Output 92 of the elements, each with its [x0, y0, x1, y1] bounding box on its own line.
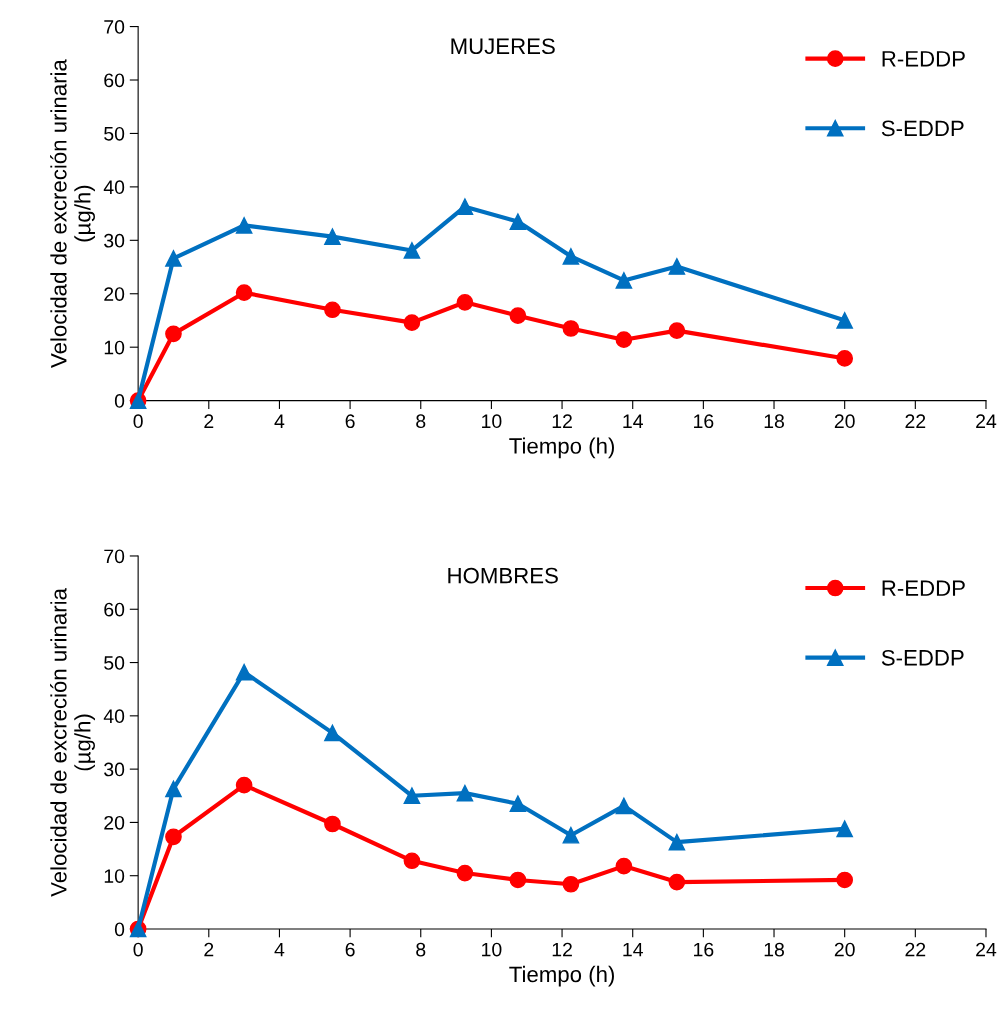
x-tick-label: 24: [976, 414, 997, 428]
point: [836, 350, 854, 367]
x-tick-label: 12: [552, 414, 572, 428]
point: [165, 828, 182, 846]
x-tick-label: 4: [274, 942, 285, 957]
y-tick-label: 30: [104, 233, 125, 248]
point: [615, 331, 633, 349]
point: [235, 217, 253, 234]
point: [324, 301, 341, 319]
point: [509, 213, 527, 230]
point: [456, 198, 474, 215]
legend-label: S-EDDP: [881, 120, 964, 137]
x-tick-label: 2: [204, 414, 214, 428]
point: [668, 258, 686, 275]
point: [668, 873, 686, 891]
y-axis-title: Velocidad de excreción urinaria (µg/h): [50, 588, 95, 897]
point: [403, 852, 421, 870]
y-tick-label: 20: [104, 287, 125, 301]
point: [165, 250, 182, 267]
x-tick-label: 4: [274, 414, 285, 428]
y-tick-label: 10: [104, 869, 125, 883]
y-tick-label: 40: [103, 709, 125, 724]
x-tick-label: 12: [552, 942, 572, 957]
chart-title: MUJERES: [451, 38, 555, 55]
y-axis-title: Velocidad de excreción urinaria (µg/h): [50, 59, 95, 368]
x-tick-label: 18: [764, 414, 784, 429]
x-tick-label: 14: [623, 414, 643, 428]
legend-label: S-EDDP: [881, 649, 964, 666]
x-tick-label: 8: [416, 414, 426, 429]
x-tick-label: 8: [416, 942, 426, 957]
y-tick-label: 30: [104, 762, 125, 777]
x-axis-title: Tiempo (h): [509, 965, 614, 987]
y-tick-label: 50: [104, 656, 125, 670]
point: [836, 312, 854, 329]
point: [456, 864, 474, 882]
point: [615, 857, 633, 875]
x-tick-label: 24: [976, 942, 997, 957]
point: [509, 871, 527, 889]
point: [509, 307, 527, 324]
legend-label: R-EDDP: [882, 51, 965, 67]
y-tick-label: 50: [104, 126, 125, 141]
y-tick-label: 70: [104, 20, 125, 34]
point: [235, 284, 253, 302]
y-tick-label: 0: [114, 394, 125, 408]
point: [615, 797, 633, 815]
y-tick-label: 0: [114, 922, 125, 937]
point: [836, 820, 854, 838]
y-tick-label: 10: [104, 340, 125, 355]
x-tick-label: 6: [345, 942, 355, 957]
point: [324, 815, 341, 833]
point: [668, 833, 686, 851]
point: [324, 228, 341, 245]
legend-label: R-EDDP: [882, 580, 965, 596]
x-tick-label: 10: [482, 414, 502, 429]
x-tick-label: 16: [694, 414, 714, 429]
point: [456, 784, 474, 802]
point: [235, 776, 253, 794]
point: [836, 871, 854, 889]
point: [509, 795, 527, 813]
point: [165, 780, 182, 798]
point: [324, 724, 341, 742]
y-tick-label: 70: [104, 549, 125, 564]
x-tick-label: 0: [133, 414, 143, 429]
point: [668, 322, 686, 339]
y-tick-label: 60: [104, 73, 125, 88]
x-tick-label: 22: [905, 414, 926, 428]
point: [562, 875, 580, 893]
x-tick-label: 22: [905, 942, 926, 957]
x-tick-label: 10: [482, 942, 502, 957]
point: [235, 663, 253, 681]
x-tick-label: 20: [834, 414, 855, 429]
x-tick-label: 14: [623, 942, 643, 957]
point: [165, 325, 182, 343]
x-tick-label: 2: [204, 942, 214, 957]
x-tick-label: 6: [345, 414, 355, 429]
point: [562, 826, 580, 844]
point: [403, 242, 421, 259]
point: [456, 293, 474, 311]
x-tick-label: 16: [694, 942, 714, 957]
x-tick-label: 0: [133, 942, 143, 957]
point: [562, 320, 580, 337]
point: [403, 314, 421, 331]
point: [615, 272, 633, 289]
y-tick-label: 20: [104, 815, 125, 830]
x-tick-label: 20: [834, 942, 855, 957]
point: [403, 787, 421, 805]
point: [562, 248, 580, 265]
y-tick-label: 60: [104, 602, 125, 617]
chart-title: HOMBRES: [448, 567, 558, 584]
y-tick-label: 40: [103, 180, 125, 195]
x-axis-title: Tiempo (h): [509, 437, 614, 459]
x-tick-label: 18: [764, 942, 784, 957]
